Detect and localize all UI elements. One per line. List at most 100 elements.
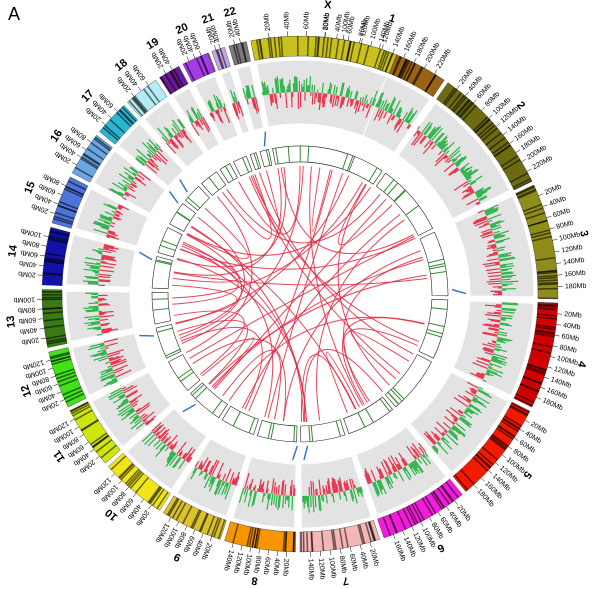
cytoband-mark: [537, 279, 558, 282]
gain-bar: [498, 256, 515, 261]
loss-bar: [108, 229, 116, 234]
tick-label: 40Mb: [358, 551, 369, 570]
tick-mark: [163, 69, 167, 74]
tick-label: 180Mb: [565, 283, 587, 291]
inner-mark: [156, 327, 173, 333]
gain-bar: [321, 82, 324, 94]
tick-mark: [350, 546, 352, 552]
loss-bar: [273, 93, 277, 104]
loss-bar: [475, 373, 485, 379]
cytoband-mark: [527, 363, 547, 371]
gain-bar: [178, 118, 186, 129]
gain-bar: [136, 422, 145, 430]
loss-bar: [106, 236, 111, 239]
gain-bar: [103, 203, 117, 211]
gain-bar: [108, 216, 113, 220]
gain-bar: [445, 150, 450, 155]
gain-bar: [343, 491, 346, 497]
cytoband-mark: [411, 503, 423, 523]
variant-spike: [179, 179, 188, 193]
link-arc: [208, 274, 427, 385]
loss-bar: [209, 459, 218, 475]
tick-label: 80Mb: [42, 172, 61, 186]
gain-bar: [490, 359, 506, 366]
cytoband-mark: [445, 481, 459, 499]
gain-bar: [416, 125, 421, 130]
loss-bar: [147, 161, 155, 168]
loss-bar: [489, 278, 502, 281]
loss-bar: [336, 95, 340, 107]
gain-bar: [501, 302, 518, 305]
tick-mark: [148, 504, 152, 510]
gain-bar: [265, 87, 269, 95]
gain-bar: [422, 453, 432, 465]
gain-bar: [501, 280, 519, 283]
cytoband-mark: [391, 56, 402, 76]
loss-bar: [447, 159, 452, 164]
chromosome-22-label: 22: [222, 5, 237, 20]
gain-bar: [426, 126, 436, 138]
gain-bar: [313, 85, 316, 93]
loss-bar: [101, 256, 115, 261]
loss-bar: [463, 395, 472, 402]
gain-bar: [98, 357, 109, 362]
cytoband-mark: [47, 238, 68, 245]
cytoband-mark: [340, 39, 346, 60]
loss-bar: [487, 342, 496, 346]
cytoband-mark: [513, 180, 533, 191]
gain-bar: [350, 489, 355, 500]
tick-mark: [101, 121, 106, 125]
gain-bar: [359, 486, 364, 497]
gain-bar: [310, 495, 312, 508]
gain-bar: [171, 119, 182, 132]
loss-bar: [279, 92, 282, 99]
loss-bar: [436, 421, 448, 433]
gain-bar: [487, 366, 504, 374]
gain-bar: [452, 425, 466, 438]
loss-bar: [431, 144, 437, 150]
loss-bar: [174, 135, 184, 147]
gain-bar: [494, 235, 506, 240]
loss-bar: [104, 342, 118, 347]
loss-bar: [316, 488, 318, 496]
gain-bar: [122, 179, 131, 186]
gain-bar: [500, 265, 515, 269]
cytoband-mark: [524, 207, 544, 216]
loss-bar: [488, 328, 499, 332]
cytoband-mark: [537, 276, 558, 280]
tick-mark: [437, 511, 441, 517]
gain-bar: [472, 398, 487, 408]
gain-bar: [434, 132, 445, 145]
loss-bar: [487, 318, 501, 322]
loss-bar: [486, 268, 501, 272]
cytoband-mark: [277, 36, 281, 57]
tick-label: 100Mb: [13, 296, 35, 303]
loss-bar: [99, 314, 114, 318]
gain-bar: [214, 479, 223, 496]
loss-bar: [476, 202, 481, 206]
tick-mark: [81, 146, 87, 150]
inner-segment: [343, 396, 393, 435]
inner-mark: [152, 307, 169, 311]
cytoband-mark: [454, 474, 469, 491]
gain-bar: [84, 315, 100, 319]
gain-bar: [83, 306, 99, 310]
loss-bar: [339, 96, 344, 109]
loss-bar: [222, 473, 227, 481]
loss-bar: [114, 213, 120, 217]
gain-bar: [454, 156, 464, 165]
loss-bar: [312, 481, 315, 496]
loss-bar: [330, 94, 333, 105]
gain-bar: [233, 91, 238, 103]
cytoband-mark: [343, 527, 349, 548]
cytoband-mark: [120, 464, 136, 481]
gain-bar: [212, 94, 221, 109]
link-arc: [181, 245, 274, 418]
gain-bar: [159, 443, 166, 451]
loss-bar: [379, 475, 382, 480]
gain-bar: [349, 489, 354, 502]
gain-bar: [117, 393, 125, 399]
cytoband-mark: [357, 524, 364, 545]
chromosome-X-label: X: [324, 0, 333, 12]
inner-segment: [300, 419, 346, 443]
